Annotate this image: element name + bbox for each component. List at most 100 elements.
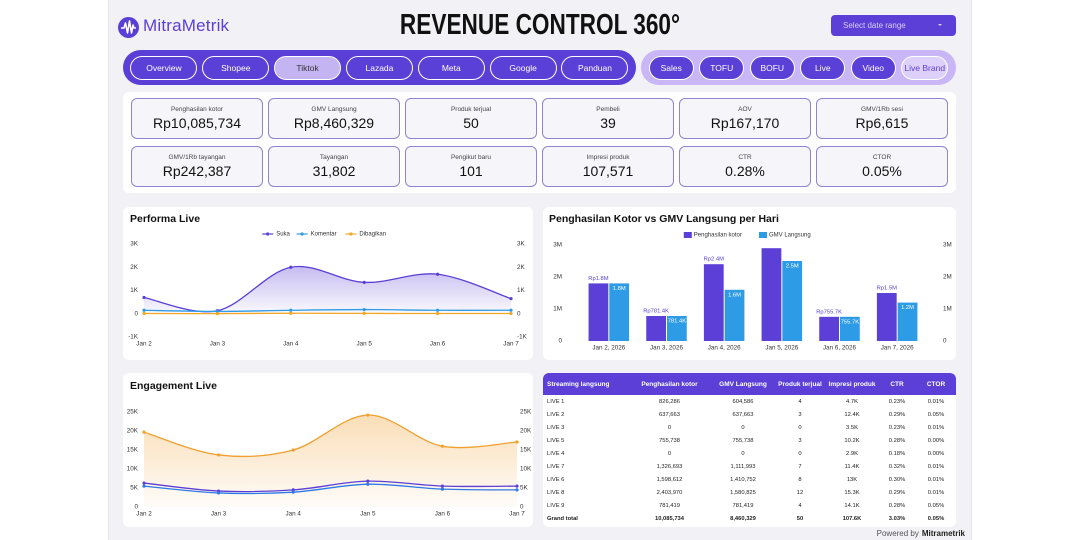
table-cell: LIVE 5 <box>547 437 565 444</box>
kpi-label: Penghasilan kotor <box>170 106 224 113</box>
nav-tab[interactable]: BOFU <box>749 55 795 80</box>
table-cell: 0.28% <box>888 502 906 509</box>
y-tick-label: 0 <box>134 504 138 511</box>
y-tick-label: 20K <box>520 428 532 435</box>
table-cell: 0.28% <box>888 437 906 444</box>
table-cell: 0.29% <box>888 489 906 496</box>
nav-tab[interactable]: Video <box>850 55 896 80</box>
kpi-card: Penghasilan kotor Rp10,085,734 <box>131 98 263 139</box>
table-cell: 0.01% <box>927 476 945 483</box>
table-cell: 0.23% <box>888 398 906 405</box>
x-tick-label: Jan 2 <box>136 341 152 348</box>
page-title: REVENUE CONTROL 360° <box>399 9 681 41</box>
nav-tab[interactable]: Sales <box>648 55 694 80</box>
point <box>291 488 295 492</box>
x-tick-label: Jan 3 <box>211 511 227 518</box>
table-cell: 1,580,825 <box>730 489 756 496</box>
nav-tab[interactable]: Lazada <box>345 55 413 80</box>
table-cell: 0 <box>741 450 745 457</box>
legend-label: Suka <box>276 232 290 238</box>
x-tick-label: Jan 7, 2026 <box>881 345 914 352</box>
kpi-value: 31,802 <box>312 163 356 179</box>
point <box>436 311 440 316</box>
date-picker[interactable]: Select date range <box>831 15 956 36</box>
point <box>142 481 146 485</box>
kpi-card: Pembeli 39 <box>542 98 674 139</box>
table-cell: 0.05% <box>927 411 945 418</box>
kpi-value: Rp6,615 <box>855 115 909 131</box>
bar <box>609 283 630 341</box>
nav-tab[interactable]: Panduan <box>561 55 629 80</box>
kpi-card: Produk terjual 50 <box>405 98 537 139</box>
nav-tab[interactable]: Live Brand <box>901 55 949 80</box>
nav-tab[interactable]: Live <box>800 55 846 80</box>
point <box>217 491 221 495</box>
x-tick-label: Jan 6, 2026 <box>823 345 856 352</box>
nav-tab[interactable]: Shopee <box>202 55 270 80</box>
point <box>291 490 295 494</box>
kpi-value: Rp167,170 <box>710 115 780 131</box>
table-row: LIVE 4 0 0 0 2.9K 0.18% 0.00% <box>543 447 956 460</box>
area <box>144 266 511 314</box>
table-cell: 0.29% <box>888 411 906 418</box>
nav-tab[interactable]: Overview <box>130 55 198 80</box>
nav-tab[interactable]: Tiktok <box>274 55 342 80</box>
point <box>362 280 366 284</box>
y-tick-label: 10K <box>520 466 532 473</box>
bar <box>840 316 860 341</box>
nav-tab[interactable]: TOFU <box>699 55 745 80</box>
table-cell: 755,738 <box>659 437 680 444</box>
chart-title: Penghasilan Kotor vs GMV Langsung per Ha… <box>549 213 779 225</box>
point <box>142 311 146 316</box>
point <box>366 482 370 486</box>
point <box>515 484 519 488</box>
point <box>440 444 444 448</box>
kpi-card: CTOR 0.05% <box>816 146 948 187</box>
table-cell: 0.23% <box>888 424 906 431</box>
legend-swatch <box>759 232 767 238</box>
column-header: CTR <box>878 373 916 395</box>
table-cell: 14.1K <box>844 502 860 509</box>
line <box>143 480 518 493</box>
kpi-card: Pengikut baru 101 <box>405 146 537 187</box>
kpi-value: 101 <box>459 163 483 179</box>
table-row: LIVE 6 1,598,612 1,410,752 8 13K 0.30% 0.01% <box>543 473 956 486</box>
nav-tab[interactable]: Meta <box>417 55 485 80</box>
legend-label: GMV Langsung <box>769 233 811 239</box>
total-cell: Grand total <box>547 515 578 522</box>
table-cell: 637,663 <box>732 411 754 418</box>
point <box>289 311 293 315</box>
y-tick-label: 3M <box>553 242 562 249</box>
kpi-label: Tayangan <box>319 154 349 161</box>
point <box>366 479 370 483</box>
legend-label: Dibagikan <box>359 232 386 238</box>
y-tick-label: 2M <box>553 274 562 281</box>
table-cell: 0.01% <box>927 463 945 470</box>
kpi-label: GMV Langsung <box>311 106 357 113</box>
value-label: Rp1.8M <box>588 276 608 282</box>
bar <box>761 248 782 341</box>
point <box>142 484 146 488</box>
point <box>291 448 295 452</box>
point <box>142 295 146 300</box>
point <box>289 265 293 269</box>
point <box>436 308 440 312</box>
nav-tab[interactable]: Google <box>489 55 557 80</box>
total-cell: 8,460,329 <box>730 515 756 522</box>
bar <box>588 283 609 341</box>
table-cell: 4 <box>798 502 802 509</box>
kpi-value: 0.28% <box>725 163 765 179</box>
column-header: Streaming langsung <box>543 373 627 395</box>
kpi-panel: Penghasilan kotor Rp10,085,734 GMV Langsun… <box>123 92 956 193</box>
table-cell: 0.18% <box>888 450 906 457</box>
total-cell: 107.6K <box>842 515 862 522</box>
line <box>143 308 512 313</box>
x-tick-label: Jan 5 <box>360 511 376 518</box>
y-tick-label: 20K <box>127 428 139 435</box>
table-cell: 4.7K <box>846 398 858 405</box>
table-cell: 0.00% <box>927 437 945 444</box>
column-header: GMV Langsung <box>712 373 774 395</box>
y-tick-label: 3K <box>130 241 139 248</box>
point <box>289 308 293 312</box>
table-cell: 0 <box>741 424 745 431</box>
